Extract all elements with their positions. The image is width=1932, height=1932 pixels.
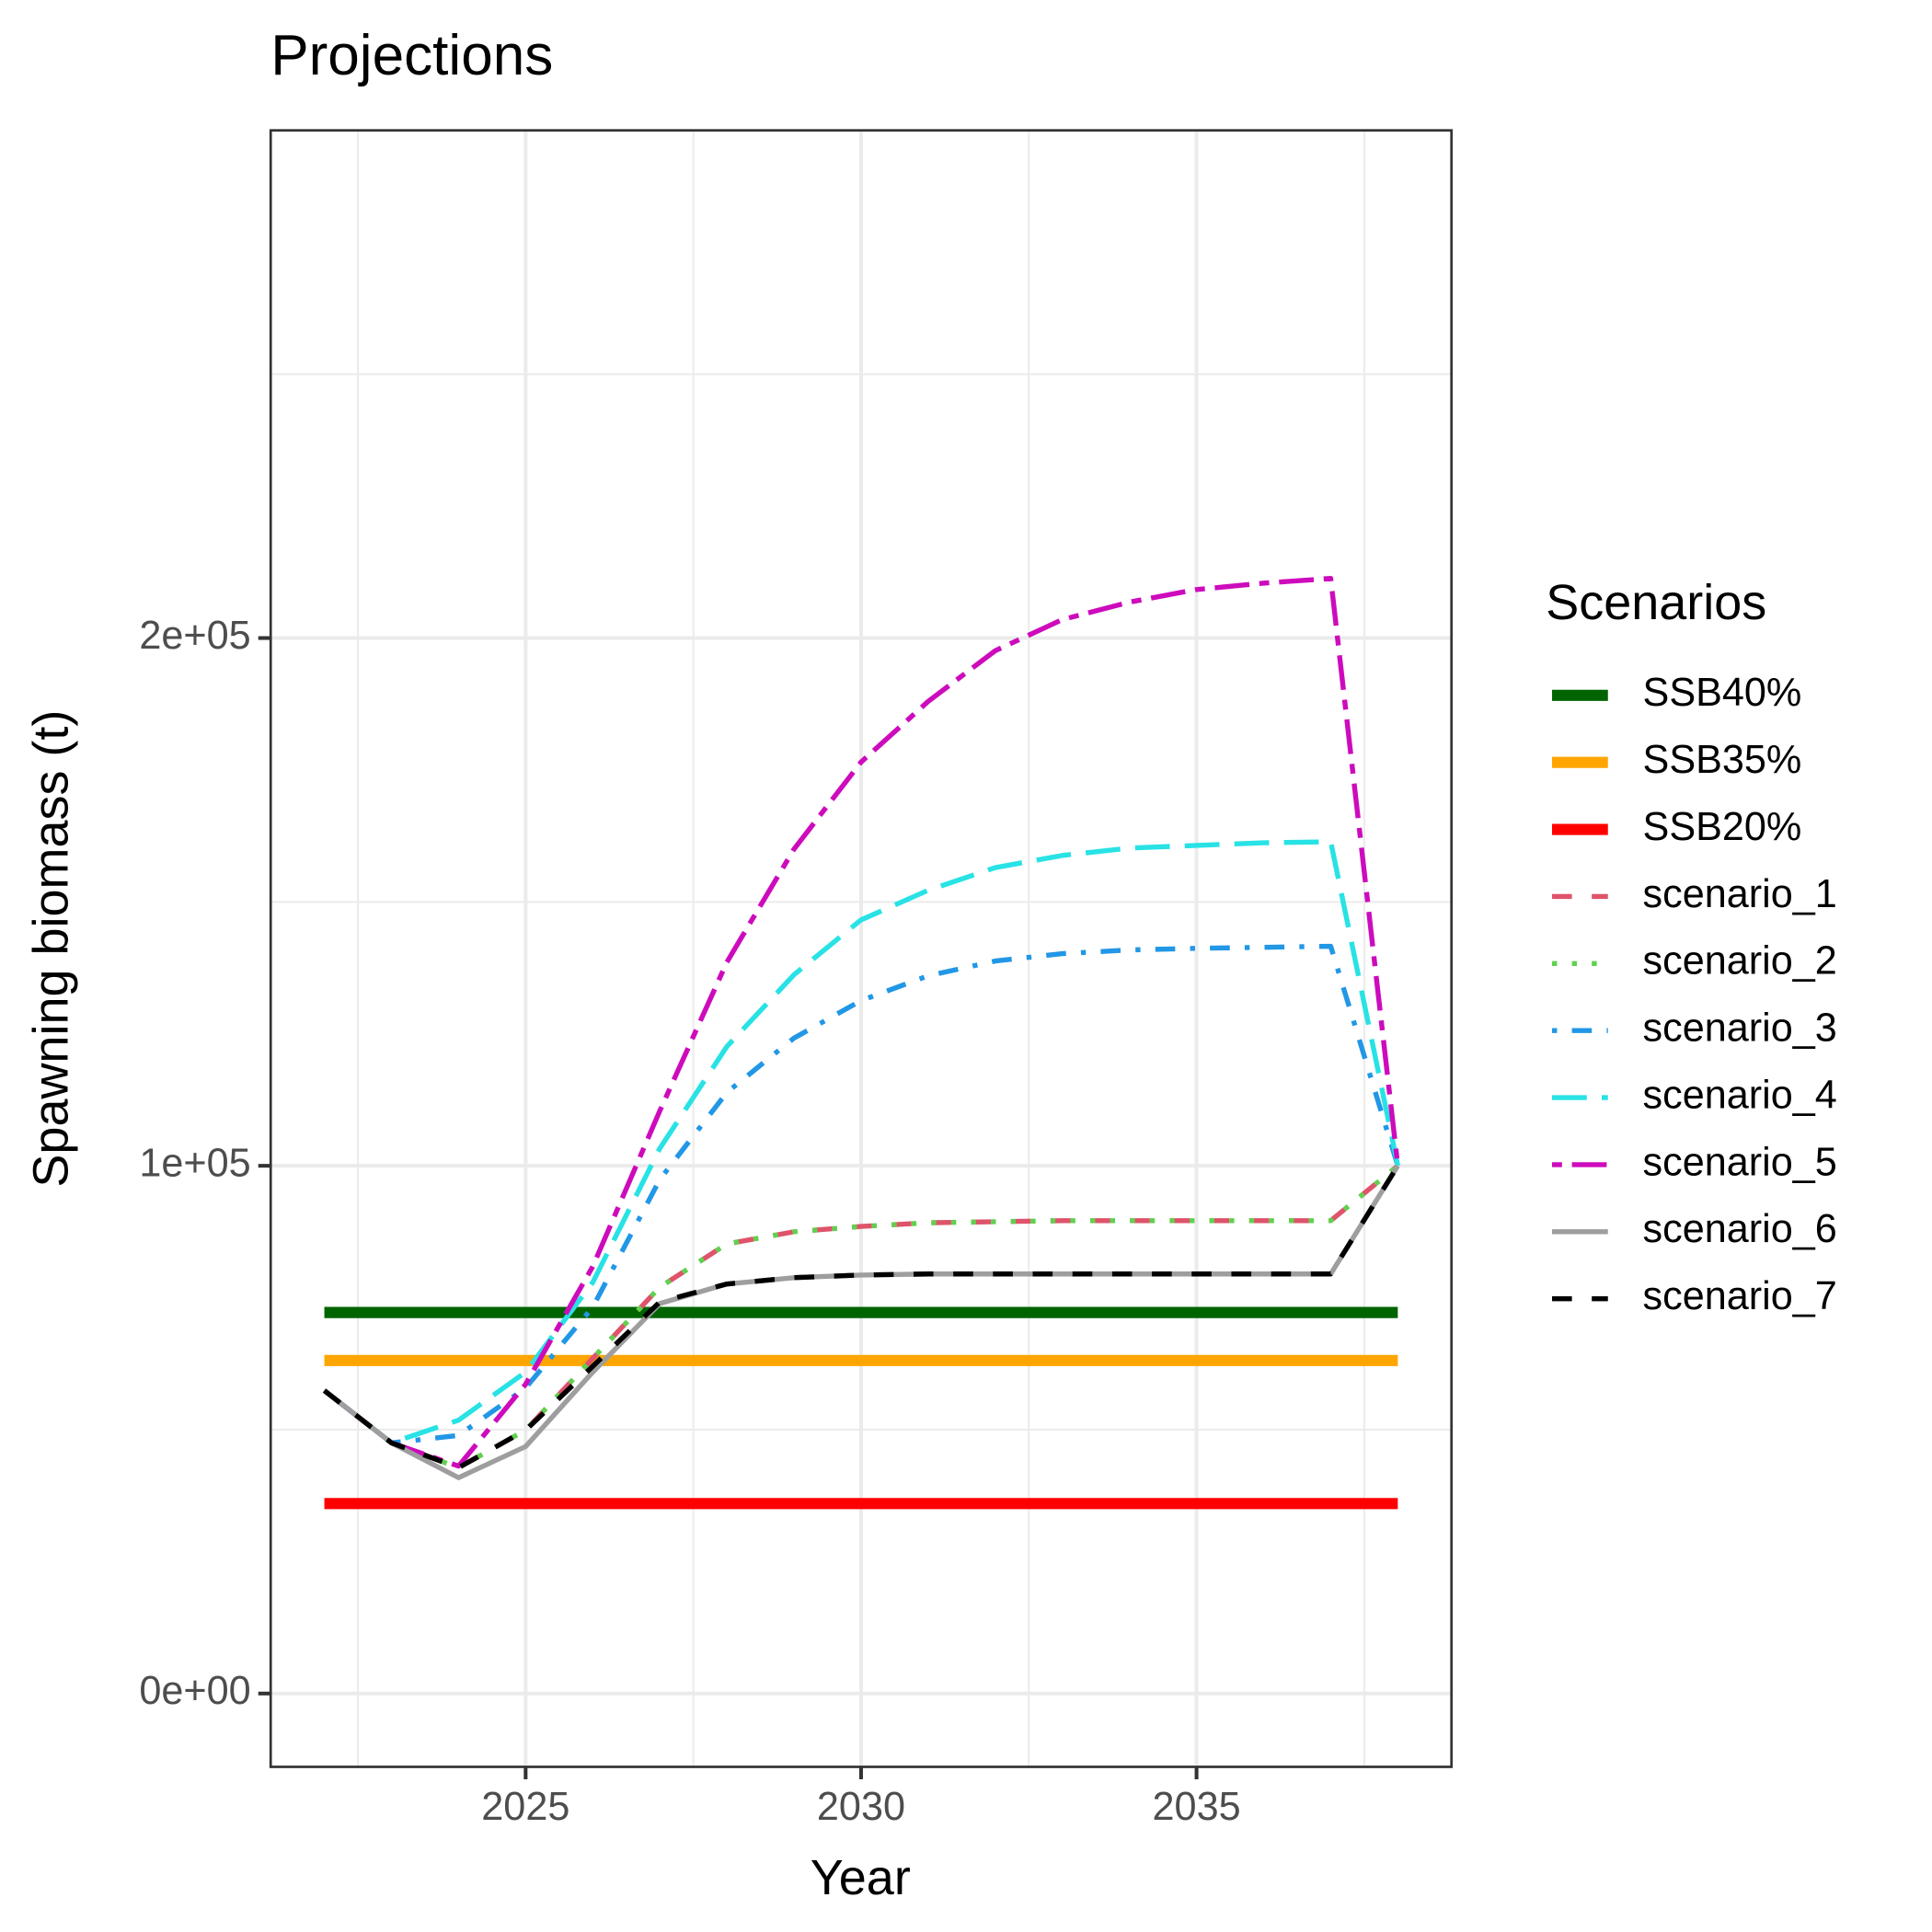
legend-label: scenario_5 (1643, 1140, 1837, 1184)
x-tick-label: 2025 (481, 1785, 569, 1829)
legend-label: scenario_3 (1643, 1006, 1837, 1051)
y-tick-label: 0e+00 (139, 1669, 250, 1713)
plot-border (269, 129, 1454, 1768)
y-tick-label: 1e+05 (139, 1142, 250, 1186)
series-line (322, 576, 1401, 1469)
x-tick-label: 2035 (1153, 1785, 1241, 1829)
legend-label: scenario_1 (1643, 872, 1837, 916)
legend-label: scenario_2 (1643, 939, 1837, 983)
series-line (322, 1164, 1400, 1480)
y-axis-title: Spawning biomass (t) (24, 710, 79, 1188)
legend-label: scenario_7 (1643, 1274, 1837, 1318)
legend-label: scenario_4 (1643, 1073, 1837, 1117)
legend-label: SSB20% (1643, 805, 1802, 849)
series-line (322, 943, 1400, 1446)
series-line (322, 839, 1400, 1446)
chart-title: Projections (270, 24, 553, 87)
legend-label: SSB35% (1643, 738, 1802, 782)
x-tick-label: 2030 (817, 1785, 905, 1829)
x-axis-title: Year (811, 1850, 911, 1905)
series-line (322, 1164, 1400, 1470)
legend-label: SSB40% (1643, 671, 1802, 715)
legend-label: scenario_6 (1643, 1207, 1837, 1251)
y-tick-label: 2e+05 (139, 614, 250, 658)
legend-title: Scenarios (1546, 575, 1766, 630)
